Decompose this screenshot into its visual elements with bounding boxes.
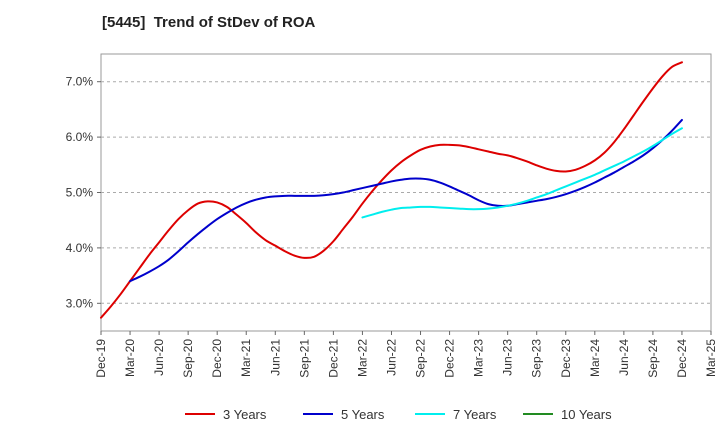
x-tick-label: Dec-20 [210,339,224,378]
series-lines [100,61,683,319]
series-line-7-years [361,127,683,219]
y-tick-label: 6.0% [66,130,94,144]
x-tick-label: Mar-24 [588,339,602,377]
x-tick-label: Dec-21 [326,339,340,378]
legend: 3 Years 5 Years 7 Years 10 Years [185,407,612,422]
y-tick-label: 3.0% [66,296,94,310]
x-tick-label: Mar-23 [472,339,486,377]
x-tick-label: Mar-25 [704,339,718,377]
x-tick-label: Jun-23 [501,339,515,376]
x-tick-label: Jun-20 [152,339,166,376]
y-tick-label: 5.0% [66,186,94,200]
x-tick-label: Sep-20 [181,339,195,378]
x-tick-label: Sep-21 [297,339,311,378]
gridlines [101,81,711,304]
x-tick-label: Dec-23 [559,339,573,378]
series-line-3-years [100,61,683,319]
series-line-5-years [129,118,683,283]
legend-label-10-years: 10 Years [561,407,612,422]
legend-label-7-years: 7 Years [453,407,497,422]
x-tick-label: Jun-21 [268,339,282,376]
y-tick-label: 4.0% [66,241,94,255]
x-tick-label: Sep-24 [646,339,660,378]
x-tick-label: Dec-19 [94,339,108,378]
y-tick-label: 7.0% [66,75,94,89]
x-tick-label: Mar-20 [123,339,137,377]
x-tick-label: Mar-22 [355,339,369,377]
x-tick-label: Mar-21 [239,339,253,377]
x-tick-label: Jun-24 [617,339,631,376]
x-tick-label: Jun-22 [384,339,398,376]
x-tick-label: Sep-22 [414,339,428,378]
x-tick-label: Dec-24 [675,339,689,378]
axes: 3.0% 4.0% 5.0% 6.0% 7.0% Dec-19 Mar-20 Jun-20 Se… [66,75,718,378]
chart-title: [5445] Trend of StDev of ROA [102,14,316,31]
x-tick-label: Sep-23 [530,339,544,378]
x-tick-label: Dec-22 [443,339,457,378]
legend-label-5-years: 5 Years [341,407,385,422]
legend-label-3-years: 3 Years [223,407,267,422]
